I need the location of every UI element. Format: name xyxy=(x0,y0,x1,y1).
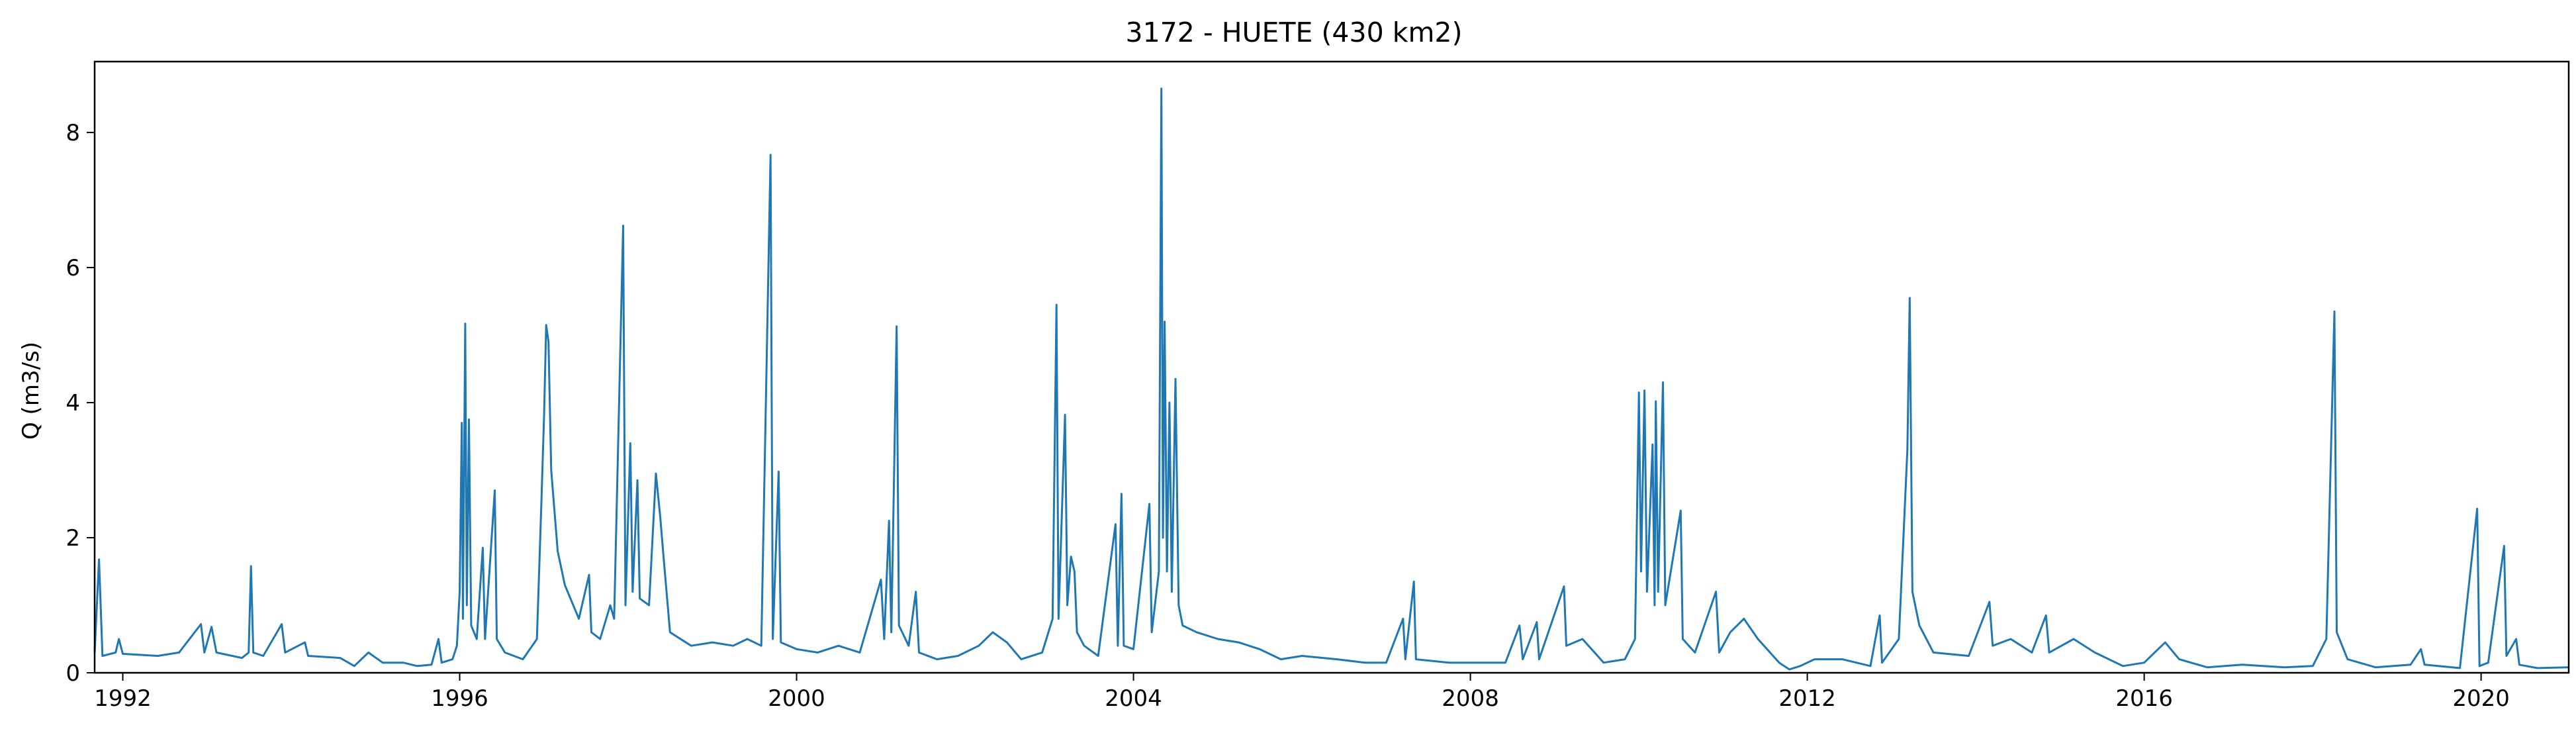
y-tick-label: 6 xyxy=(66,255,80,281)
chart-title: 3172 - HUETE (430 km2) xyxy=(1126,17,1463,48)
y-tick-label: 4 xyxy=(66,390,80,417)
y-tick-label: 2 xyxy=(66,525,80,552)
x-tick-label: 1992 xyxy=(94,685,152,712)
x-axis: 1992 1996 2000 2004 2008 2012 2016 2020 xyxy=(94,673,2510,712)
x-tick-label: 2004 xyxy=(1105,685,1162,712)
x-tick-label: 2020 xyxy=(2452,685,2510,712)
series-line-0 xyxy=(93,87,2569,671)
y-axis: 0 2 4 6 8 xyxy=(66,120,95,687)
y-axis-label: Q (m3/s) xyxy=(18,342,44,440)
series-lines xyxy=(93,87,2569,671)
x-tick-label: 2000 xyxy=(768,685,825,712)
y-tick-label: 8 xyxy=(66,120,80,146)
x-tick-label: 2016 xyxy=(2115,685,2173,712)
x-tick-label: 1996 xyxy=(431,685,488,712)
plot-frame xyxy=(93,60,2570,674)
x-tick-label: 2008 xyxy=(1442,685,1499,712)
x-tick-label: 2012 xyxy=(1778,685,1836,712)
y-tick-label: 0 xyxy=(66,660,80,687)
